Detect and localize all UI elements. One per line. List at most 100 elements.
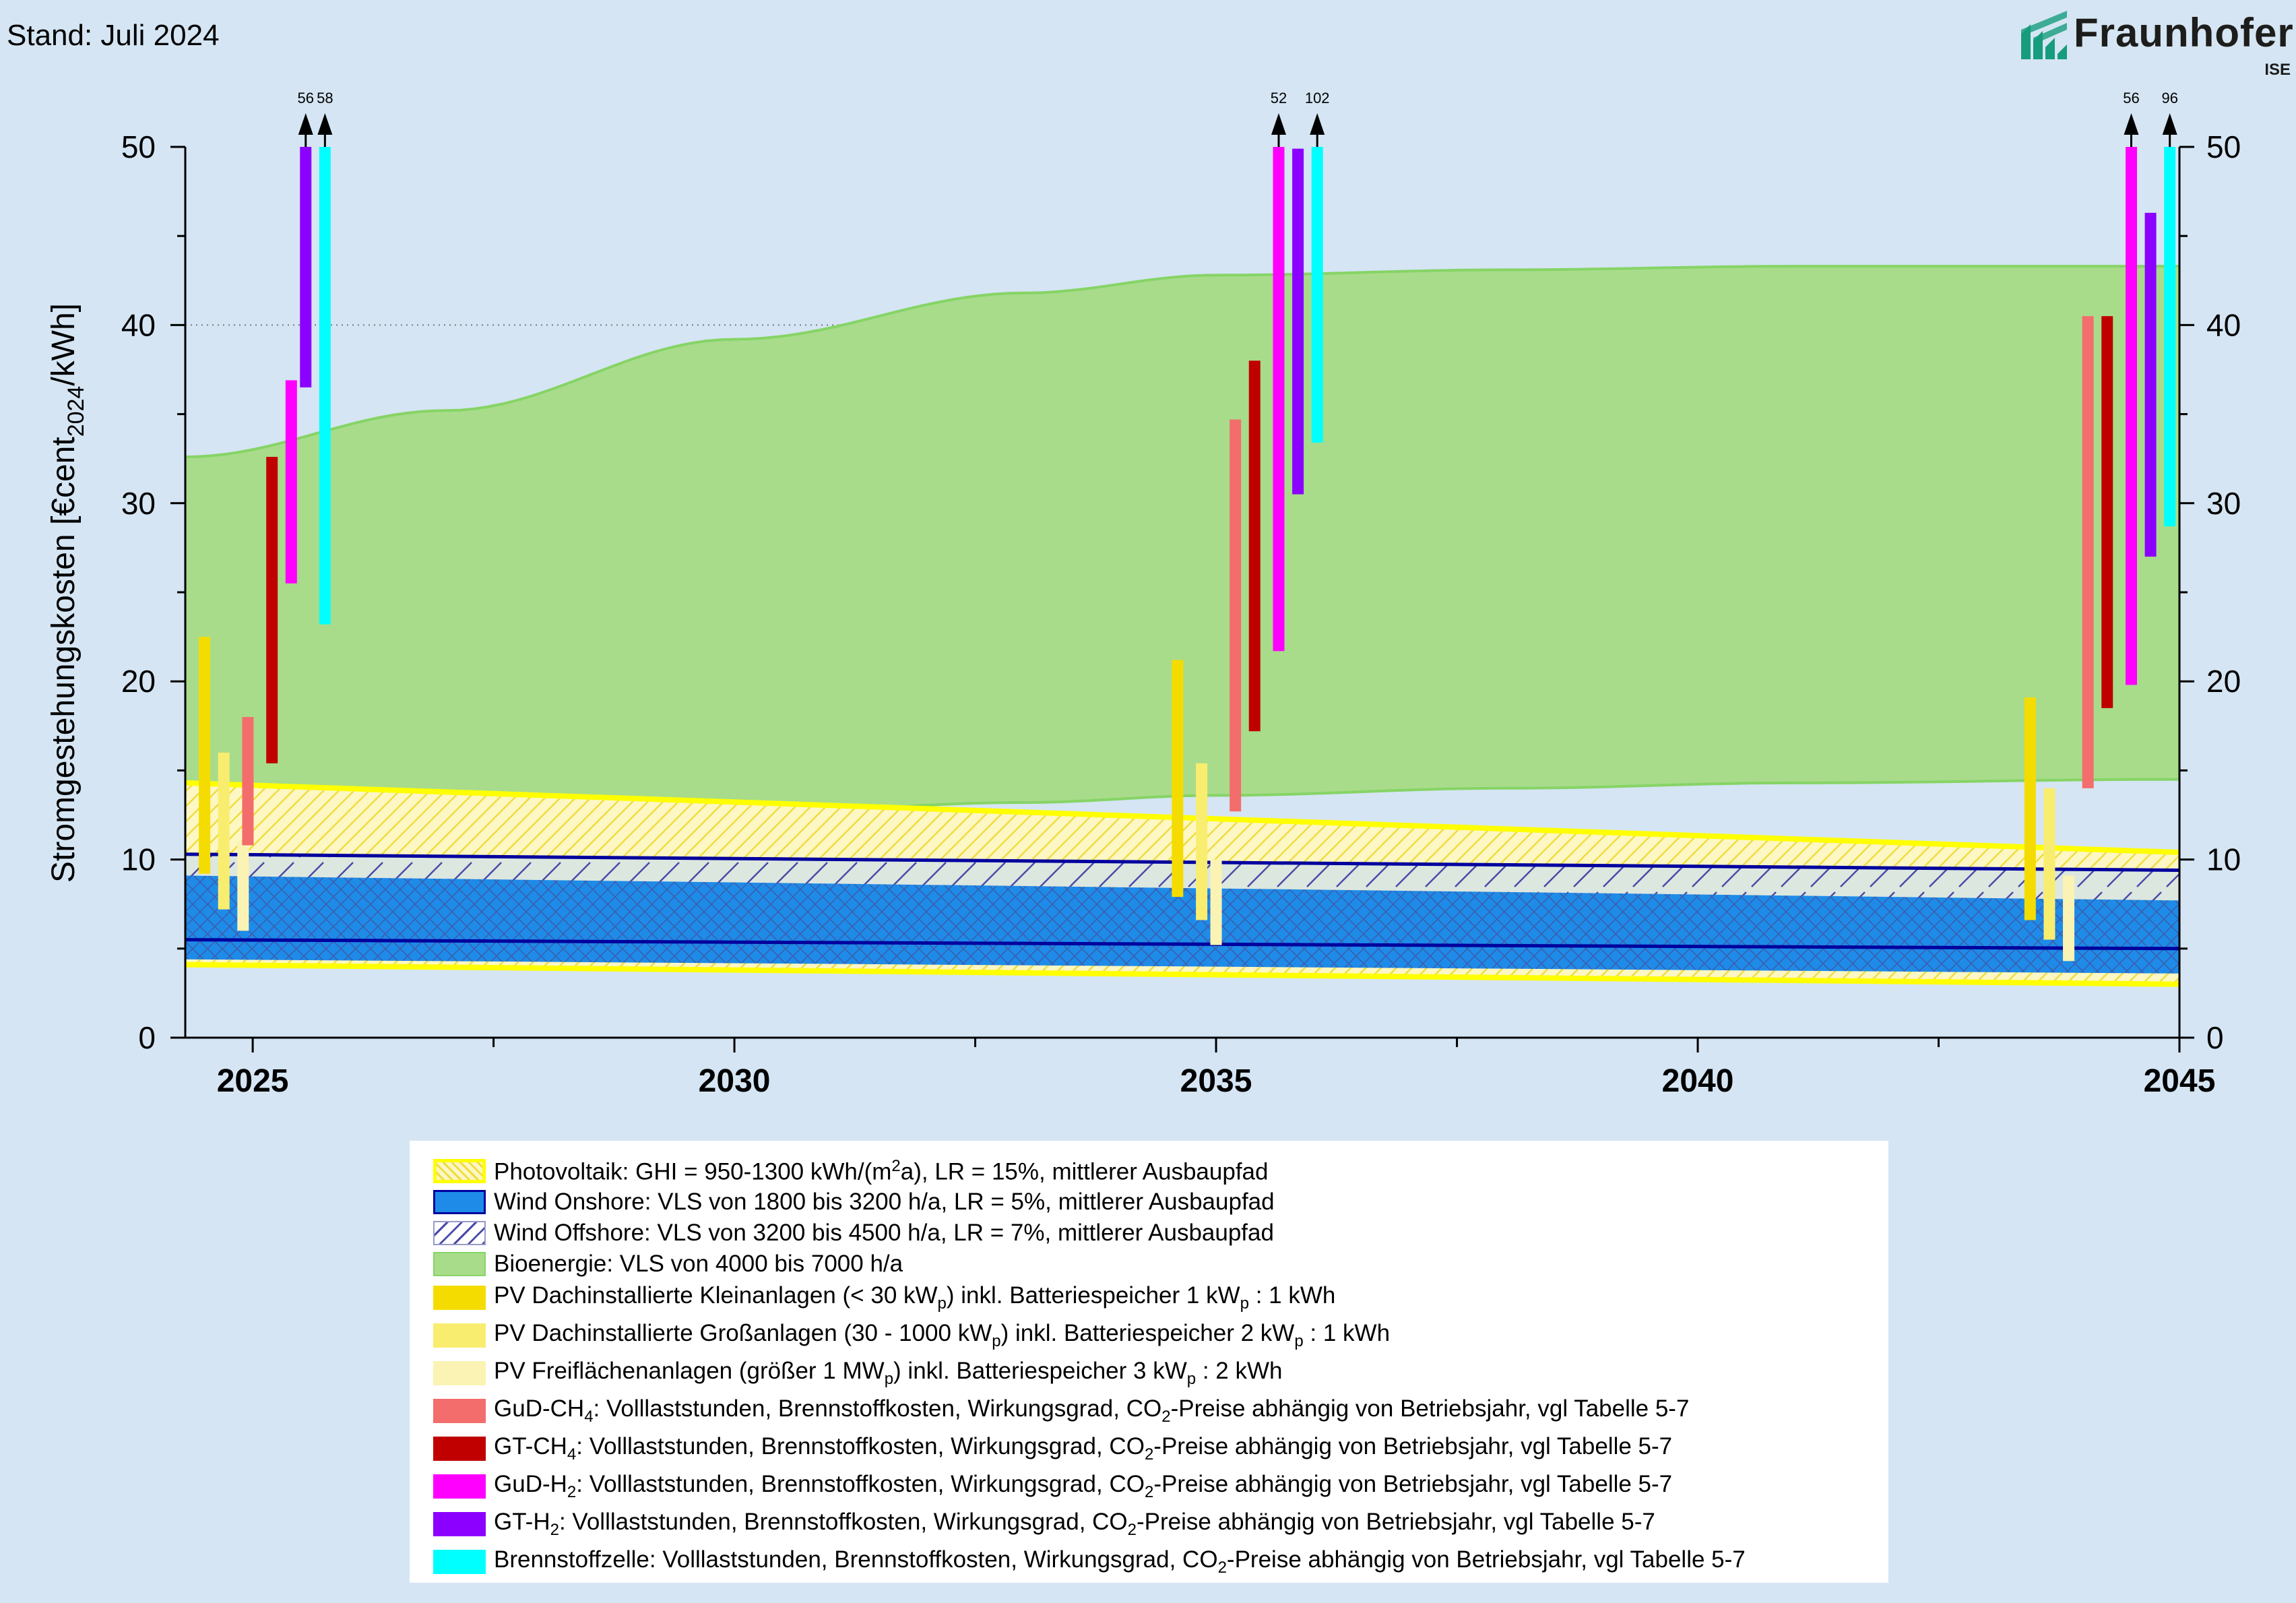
legend: Photovoltaik: GHI = 950-1300 kWh/(m2a), … <box>410 1141 1888 1583</box>
fraunhofer-logo: Fraunhofer ISE <box>2021 7 2294 84</box>
legend-item-gud-h2: GuD-H2: Volllaststunden, Brennstoffkoste… <box>433 1471 1672 1502</box>
legend-swatch-pv <box>433 1159 486 1183</box>
bar-gt-ch4-4 <box>266 457 278 763</box>
arrow-head-7 <box>317 113 333 135</box>
bar-gud-h2-13 <box>1273 147 1285 652</box>
y-tick-label-left-50: 50 <box>121 129 156 164</box>
arrow-label-15: 102 <box>1305 90 1330 106</box>
bar-gt-h2-22 <box>2144 212 2157 557</box>
y-tick-label-left-20: 20 <box>121 664 156 699</box>
x-tick-label-2025: 2025 <box>217 1063 289 1099</box>
bar-brennstoffzelle-7 <box>319 147 331 625</box>
fraunhofer-mark-icon <box>2021 11 2067 59</box>
bioenergy-band <box>185 266 2179 837</box>
logo-institute: ISE <box>2264 61 2291 79</box>
legend-item-fuel-cell: Brennstoffzelle: Volllaststunden, Brenns… <box>433 1546 1746 1577</box>
legend-item-offshore: Wind Offshore: VLS von 3200 bis 4500 h/a… <box>433 1218 1274 1249</box>
wind-offshore-lower-line <box>185 938 2180 951</box>
legend-swatch-bio <box>433 1252 486 1276</box>
bar-brennstoffzelle-15 <box>1311 147 1323 443</box>
legend-label-pv: Photovoltaik: GHI = 950-1300 kWh/(m2a), … <box>494 1156 1269 1185</box>
bar-gud-h2-21 <box>2126 147 2138 685</box>
arrow-label-21: 56 <box>2123 90 2139 106</box>
legend-item-bio: Bioenergie: VLS von 4000 bis 7000 h/a <box>433 1249 903 1280</box>
arrow-head-6 <box>298 113 313 135</box>
legend-item-gt-h2: GT-H2: Volllaststunden, Brennstoffkosten… <box>433 1509 1655 1540</box>
legend-item-onshore: Wind Onshore: VLS von 1800 bis 3200 h/a,… <box>433 1187 1275 1218</box>
bar-gt-h2-6 <box>300 147 312 387</box>
legend-label-fuel-cell: Brennstoffzelle: Volllaststunden, Brenns… <box>494 1546 1746 1577</box>
legend-label-gud-h2: GuD-H2: Volllaststunden, Brennstoffkoste… <box>494 1471 1673 1501</box>
x-tick-label-2030: 2030 <box>699 1063 771 1099</box>
legend-swatch-fuel-cell <box>433 1550 486 1574</box>
legend-swatch-gud-h2 <box>433 1474 486 1499</box>
bar-gud-ch4-3 <box>242 717 254 846</box>
legend-label-offshore: Wind Offshore: VLS von 3200 bis 4500 h/a… <box>494 1220 1274 1246</box>
legend-swatch-pv-ground <box>433 1361 486 1385</box>
y-tick-label-right-30: 30 <box>2206 486 2241 521</box>
bar-pv-dachinstallierte-kleinanlagen-8 <box>1172 660 1184 898</box>
y-axis-label: Stromgestehungskosten [€cent2024/kWh] <box>46 303 89 883</box>
y-tick-label-left-0: 0 <box>138 1020 156 1055</box>
bar-gud-ch4-19 <box>2082 316 2094 788</box>
y-tick-label-left-40: 40 <box>121 307 156 342</box>
stand-label: Stand: Juli 2024 <box>7 19 220 52</box>
legend-swatch-pv-small <box>433 1286 486 1310</box>
bar-pv-dachinstallierte-gro-anlagen-9 <box>1196 763 1208 920</box>
bar-gt-ch4-12 <box>1248 360 1261 732</box>
bar-pv-dachinstallierte-kleinanlagen-16 <box>2024 697 2036 920</box>
arrow-head-15 <box>1310 113 1325 135</box>
bar-gud-ch4-11 <box>1230 419 1242 812</box>
legend-swatch-gt-ch4 <box>433 1437 486 1461</box>
legend-label-pv-small: PV Dachinstallierte Kleinanlagen (< 30 k… <box>494 1282 1336 1313</box>
bar-gud-h2-5 <box>285 380 297 584</box>
bar-gt-ch4-20 <box>2101 316 2113 708</box>
legend-item-gt-ch4: GT-CH4: Volllaststunden, Brennstoffkoste… <box>433 1433 1672 1464</box>
legend-label-pv-ground: PV Freiflächenanlagen (größer 1 MWp) ink… <box>494 1358 1283 1388</box>
y-tick-label-right-50: 50 <box>2206 129 2241 164</box>
y-tick-label-left-10: 10 <box>121 842 156 877</box>
wind-onshore-band <box>185 875 2179 974</box>
legend-label-gud-ch4: GuD-CH4: Volllaststunden, Brennstoffkost… <box>494 1395 1690 1426</box>
arrow-label-6: 56 <box>298 90 314 106</box>
bar-pv-dachinstallierte-gro-anlagen-17 <box>2043 788 2055 940</box>
bar-pv-freifl-chenanlagen-2 <box>237 842 249 931</box>
legend-swatch-gud-ch4 <box>433 1399 486 1423</box>
y-tick-label-right-20: 20 <box>2206 664 2241 699</box>
pv-lower-line <box>185 962 2180 987</box>
legend-swatch-offshore <box>433 1221 486 1245</box>
arrow-head-13 <box>1271 113 1286 135</box>
bioenergy-upper-line <box>185 265 2179 459</box>
legend-label-bio: Bioenergie: VLS von 4000 bis 7000 h/a <box>494 1251 903 1277</box>
x-tick-label-2045: 2045 <box>2144 1063 2216 1099</box>
legend-label-gt-h2: GT-H2: Volllaststunden, Brennstoffkosten… <box>494 1509 1655 1539</box>
y-tick-label-right-40: 40 <box>2206 307 2241 342</box>
y-tick-label-right-10: 10 <box>2206 842 2241 877</box>
y-tick-label-right-0: 0 <box>2206 1020 2224 1055</box>
arrow-label-23: 96 <box>2161 90 2177 106</box>
legend-item-pv-large: PV Dachinstallierte Großanlagen (30 - 10… <box>433 1320 1390 1351</box>
logo-wordmark: Fraunhofer <box>2074 10 2294 55</box>
bar-pv-freifl-chenanlagen-18 <box>2063 875 2075 962</box>
legend-swatch-pv-large <box>433 1323 486 1348</box>
bar-gt-h2-14 <box>1292 148 1304 495</box>
legend-swatch-gt-h2 <box>433 1512 486 1536</box>
arrow-head-23 <box>2162 113 2177 135</box>
bar-brennstoffzelle-23 <box>2164 147 2176 527</box>
legend-swatch-onshore <box>433 1190 486 1214</box>
x-tick-label-2035: 2035 <box>1180 1063 1252 1099</box>
arrow-head-21 <box>2124 113 2139 135</box>
arrow-label-13: 52 <box>1271 90 1287 106</box>
cost-bars: 56 58 52 102 56 96 <box>199 90 2178 962</box>
legend-item-gud-ch4: GuD-CH4: Volllaststunden, Brennstoffkost… <box>433 1395 1689 1426</box>
bar-pv-freifl-chenanlagen-10 <box>1210 859 1222 945</box>
arrow-label-7: 58 <box>317 90 333 106</box>
legend-label-onshore: Wind Onshore: VLS von 1800 bis 3200 h/a,… <box>494 1189 1275 1215</box>
legend-label-pv-large: PV Dachinstallierte Großanlagen (30 - 10… <box>494 1320 1391 1350</box>
bar-pv-dachinstallierte-gro-anlagen-1 <box>218 752 230 910</box>
bar-pv-dachinstallierte-kleinanlagen-0 <box>199 637 211 874</box>
x-tick-label-2040: 2040 <box>1662 1063 1734 1099</box>
legend-item-pv: Photovoltaik: GHI = 950-1300 kWh/(m2a), … <box>433 1156 1268 1187</box>
